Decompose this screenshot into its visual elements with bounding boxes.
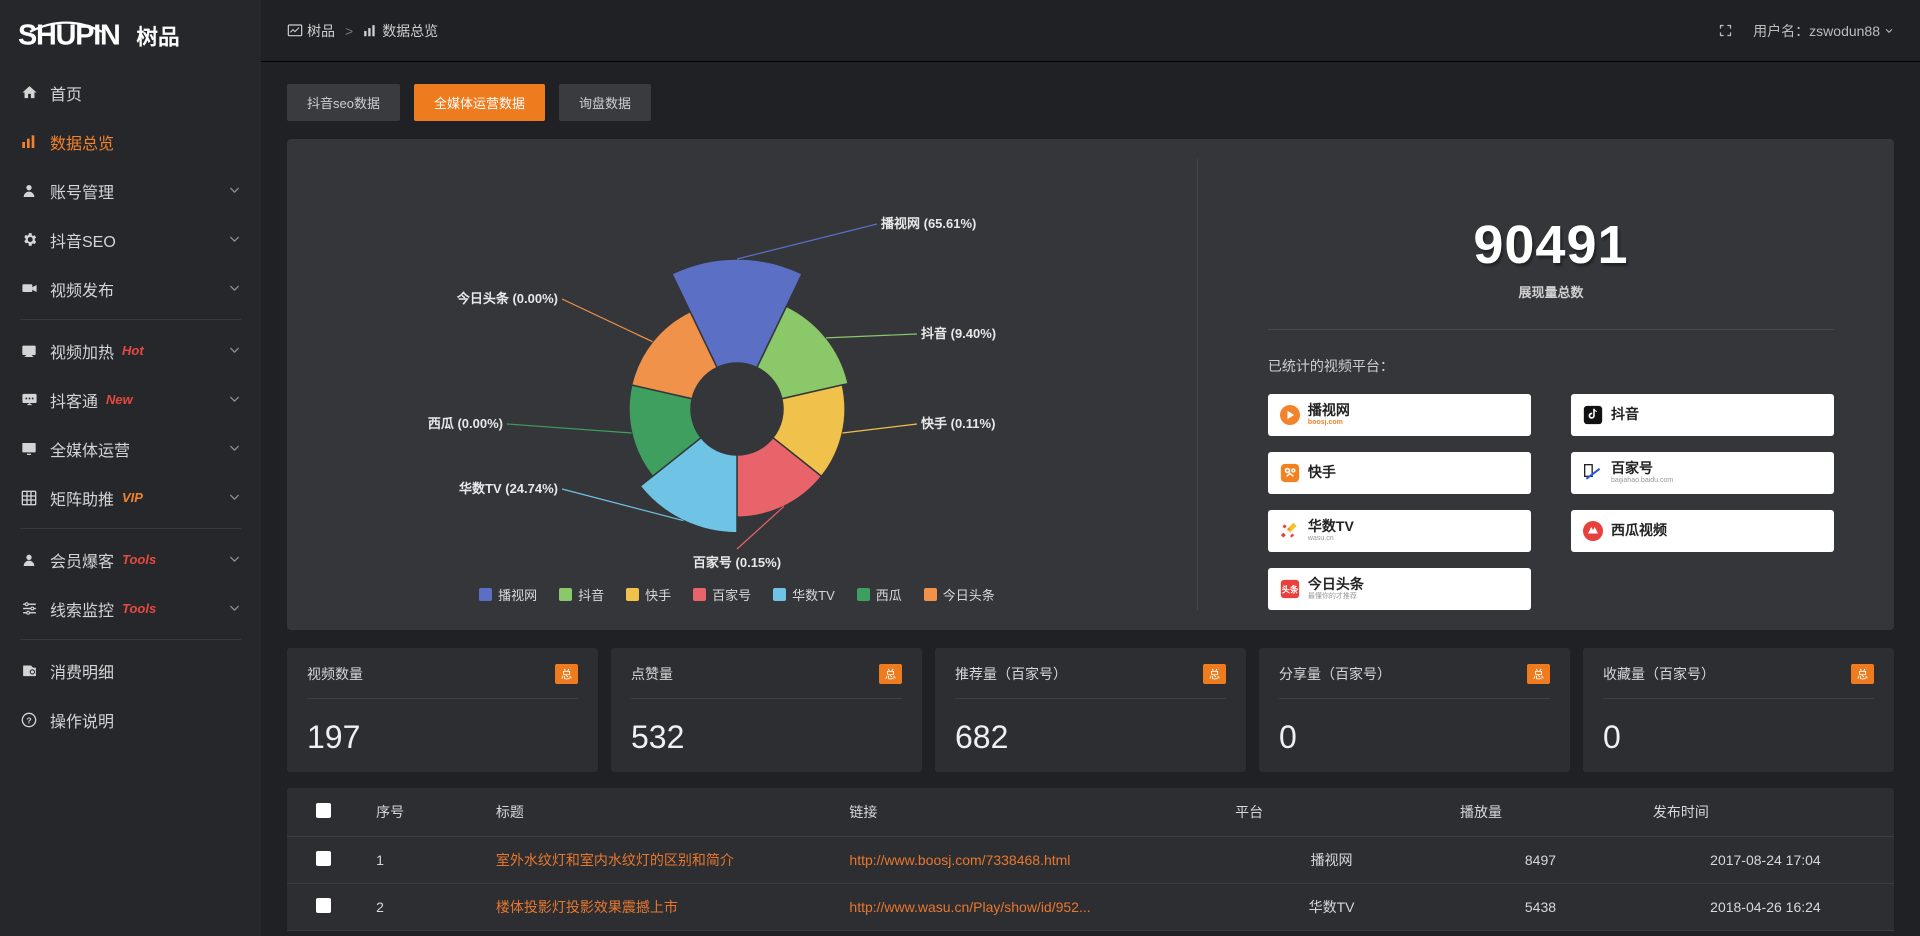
- svg-text:树品: 树品: [136, 25, 179, 50]
- svg-text:今日头条 (0.00%): 今日头条 (0.00%): [456, 291, 558, 306]
- svg-text:西瓜 (0.00%): 西瓜 (0.00%): [428, 416, 503, 431]
- svg-text:播视网 (65.61%): 播视网 (65.61%): [881, 216, 976, 231]
- svg-text:SHUPIN: SHUPIN: [18, 20, 120, 51]
- svg-text:?: ?: [26, 715, 31, 725]
- svg-text:快手 (0.11%): 快手 (0.11%): [921, 416, 995, 431]
- svg-text:抖音 (9.40%): 抖音 (9.40%): [921, 326, 996, 341]
- svg-text:华数TV (24.74%): 华数TV (24.74%): [459, 481, 558, 496]
- svg-text:百家号 (0.15%): 百家号 (0.15%): [693, 555, 781, 570]
- svg-text:头条: 头条: [1282, 584, 1299, 594]
